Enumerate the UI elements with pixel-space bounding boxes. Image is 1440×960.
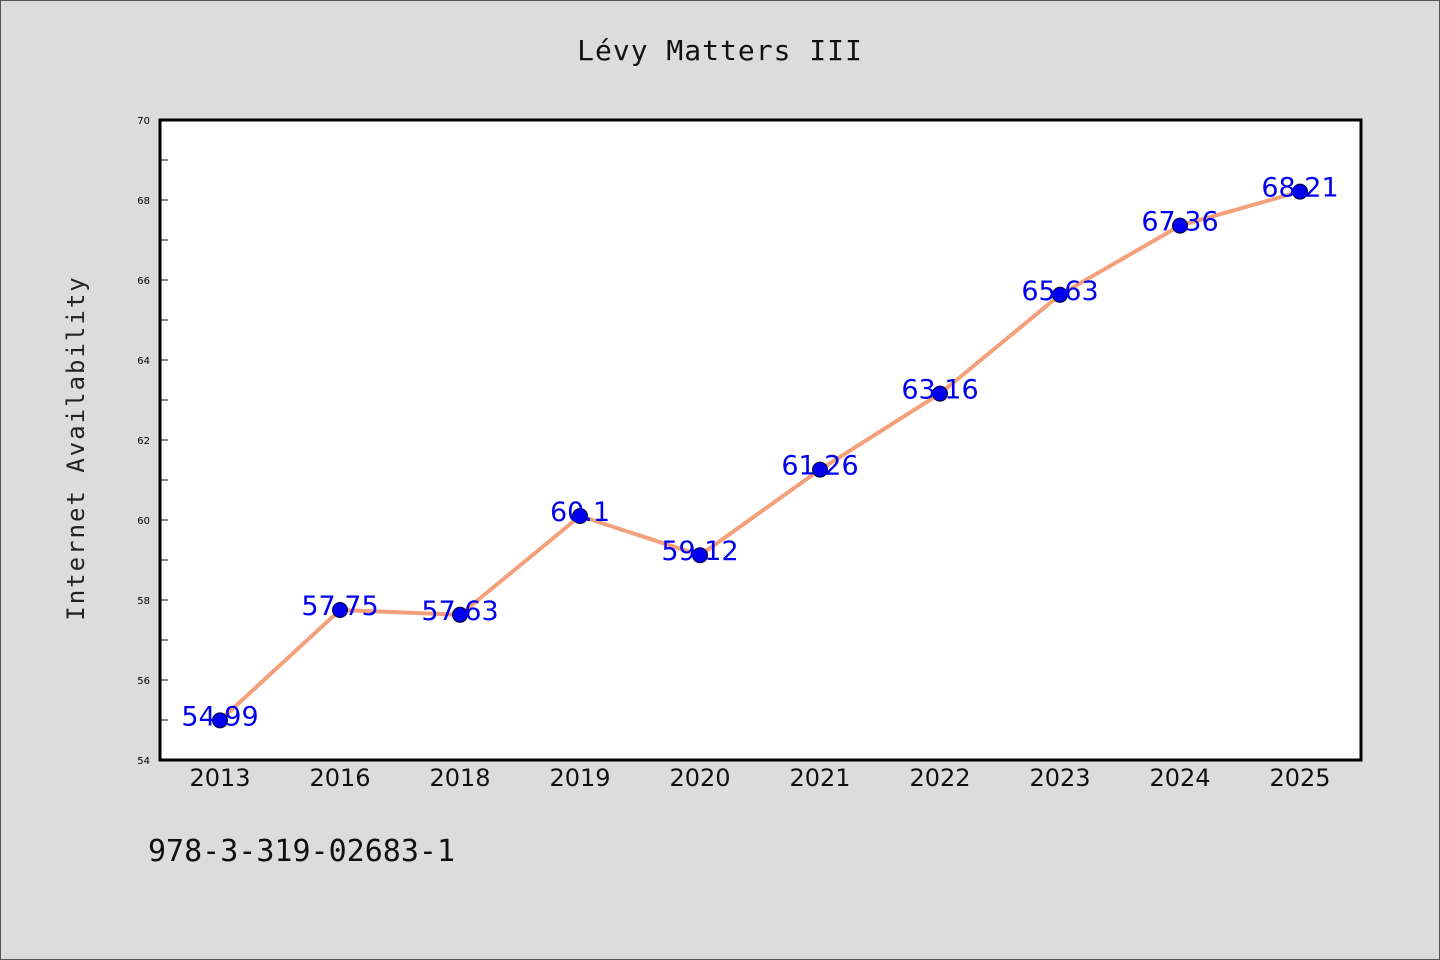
data-point (812, 461, 828, 478)
data-point (572, 508, 588, 524)
y-tick-label: 56 (137, 676, 150, 687)
plot-area (158, 118, 1363, 762)
data-label: 59.12 (661, 536, 738, 567)
data-point (932, 385, 948, 402)
footnote-isbn: 978-3-319-02683-1 (148, 834, 456, 869)
x-tick-label: 2025 (1269, 764, 1330, 792)
data-point (332, 602, 348, 618)
data-label: 65.63 (1021, 276, 1098, 307)
y-tick-label: 60 (137, 516, 150, 527)
x-tick-label: 2020 (669, 764, 730, 792)
data-point (1052, 286, 1068, 303)
data-label: 60.1 (550, 497, 610, 528)
chart-title: Lévy Matters III (577, 34, 863, 67)
x-tick-label: 2019 (549, 764, 610, 792)
series-line (218, 189, 1301, 722)
data-point (692, 547, 708, 564)
x-tick-label: 2021 (789, 764, 850, 792)
data-point (212, 712, 228, 729)
x-tick-label: 2013 (189, 764, 250, 792)
y-tick-label: 66 (137, 276, 150, 287)
y-tick-label: 62 (137, 436, 150, 447)
data-label: 61.26 (781, 451, 858, 482)
data-point (452, 606, 468, 623)
x-axis: 2013 2016 2018 2019 2020 2021 2022 2023 2024 2025 (189, 764, 1330, 792)
y-tick-label: 58 (137, 596, 150, 607)
data-labels: 54.99 57.75 57.63 60.1 59.12 61.26 63.16 65.63 6… (181, 173, 1338, 733)
x-tick-label: 2022 (909, 764, 970, 792)
x-tick-label: 2023 (1029, 764, 1090, 792)
data-point (1172, 217, 1188, 234)
data-label: 57.63 (421, 596, 498, 627)
y-tick-label: 64 (137, 356, 150, 367)
data-label: 54.99 (181, 701, 258, 732)
data-label: 57.75 (301, 591, 378, 622)
y-axis: 54 56 58 60 62 64 66 68 70 (137, 116, 168, 767)
series-markers (212, 183, 1308, 729)
y-tick-label: 70 (137, 116, 150, 127)
x-tick-label: 2024 (1149, 764, 1210, 792)
data-label: 68.21 (1261, 173, 1338, 204)
data-point (1292, 183, 1308, 200)
x-tick-label: 2016 (309, 764, 370, 792)
y-tick-label: 54 (137, 756, 150, 767)
data-label: 63.16 (901, 375, 978, 406)
x-tick-label: 2018 (429, 764, 490, 792)
data-label: 67.36 (1141, 207, 1218, 238)
y-tick-label: 68 (137, 196, 150, 207)
